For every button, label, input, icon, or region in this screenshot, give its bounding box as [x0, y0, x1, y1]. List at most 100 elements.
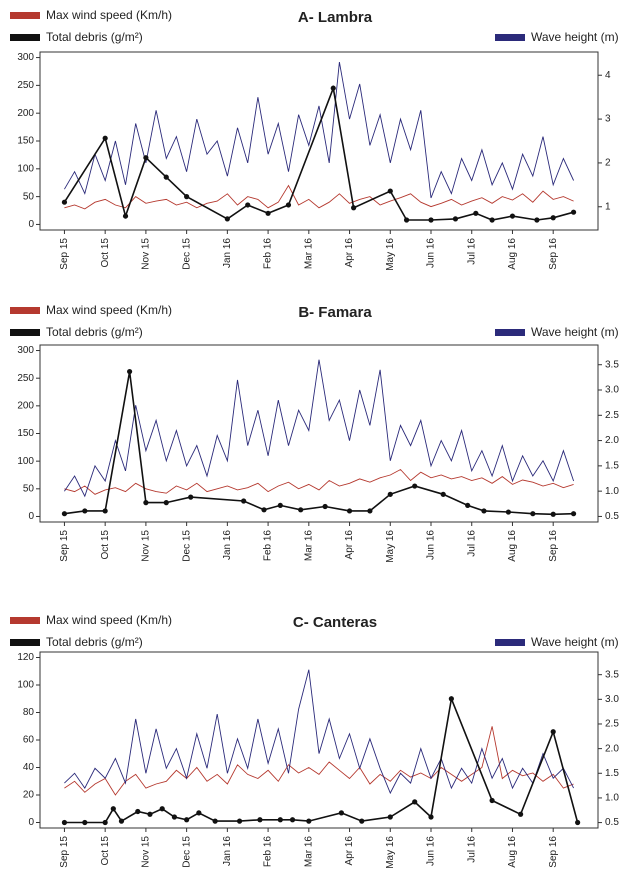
- x-tick-label: Jul 16: [466, 836, 477, 863]
- y-tick-label: 100: [17, 456, 34, 467]
- data-point: [351, 205, 357, 211]
- chart-title: B- Famara: [298, 304, 372, 321]
- legend-label: Wave height (m): [531, 325, 619, 339]
- x-tick-label: Aug 16: [507, 530, 518, 562]
- data-point: [550, 215, 556, 221]
- data-point: [509, 213, 516, 219]
- legend-label: Wave height (m): [531, 635, 619, 649]
- y-tick-label: 100: [17, 680, 34, 691]
- data-point: [322, 503, 328, 510]
- data-point: [163, 174, 169, 180]
- x-tick-label: Sep 16: [548, 238, 559, 270]
- x-tick-label: Oct 15: [100, 238, 111, 268]
- data-point: [61, 511, 68, 517]
- x-tick-label: Aug 16: [507, 238, 518, 270]
- data-point: [285, 202, 292, 208]
- x-tick-label: Apr 16: [344, 836, 355, 866]
- data-point: [428, 217, 434, 223]
- x-tick-label: Oct 15: [100, 836, 111, 866]
- x-tick-label: Aug 16: [507, 836, 518, 868]
- y2-tick-label: 0.5: [605, 817, 619, 828]
- y-tick-label: 0: [28, 219, 34, 230]
- y-tick-label: 20: [23, 790, 35, 801]
- data-point: [440, 491, 446, 497]
- data-point: [403, 217, 410, 223]
- legend-label: Total debris (g/m²): [46, 325, 143, 339]
- y2-tick-label: 2.5: [605, 719, 619, 730]
- data-point: [518, 811, 524, 817]
- data-point: [184, 194, 190, 200]
- legend-swatch: [495, 34, 525, 41]
- legend-swatch: [10, 34, 40, 41]
- data-point: [102, 508, 108, 514]
- chart-title: C- Canteras: [293, 614, 377, 631]
- y-tick-label: 200: [17, 108, 34, 119]
- x-tick-label: Sep 15: [59, 238, 70, 270]
- series-line: [64, 695, 579, 824]
- data-point: [346, 508, 353, 514]
- y-tick-label: 250: [17, 373, 34, 384]
- data-point: [196, 810, 202, 816]
- x-tick-label: Sep 16: [548, 530, 559, 562]
- data-point: [118, 818, 125, 824]
- data-point: [481, 508, 487, 514]
- data-point: [412, 799, 418, 805]
- data-point: [505, 509, 511, 515]
- y-tick-label: 50: [23, 191, 35, 202]
- data-point: [277, 817, 283, 823]
- x-tick-label: Nov 15: [141, 836, 152, 868]
- data-point: [61, 819, 68, 826]
- legend-swatch: [10, 329, 40, 336]
- series-line: [64, 669, 575, 795]
- data-point: [102, 819, 108, 826]
- series-line: [64, 62, 575, 199]
- x-tick-label: Apr 16: [344, 238, 355, 268]
- data-point: [135, 808, 141, 815]
- data-point: [534, 217, 540, 223]
- legend-label: Total debris (g/m²): [46, 30, 143, 44]
- data-point: [188, 494, 194, 500]
- series-line: [64, 726, 574, 796]
- legend-swatch: [10, 639, 40, 646]
- y-tick-label: 250: [17, 80, 34, 91]
- x-tick-label: Sep 15: [59, 530, 70, 562]
- legend-label: Max wind speed (Km/h): [46, 8, 172, 22]
- data-point: [550, 729, 556, 735]
- y-tick-label: 0: [28, 817, 34, 828]
- y-tick-label: 300: [17, 345, 34, 356]
- data-point: [473, 210, 479, 216]
- data-point: [257, 817, 263, 823]
- data-point: [224, 216, 230, 222]
- data-point: [110, 806, 116, 812]
- data-point: [277, 502, 283, 509]
- data-point: [298, 507, 304, 513]
- legend-swatch: [10, 617, 40, 624]
- plot-frame: [39, 344, 599, 523]
- x-tick-label: Feb 16: [263, 836, 274, 868]
- legend-swatch: [10, 307, 40, 314]
- y2-tick-label: 2.5: [605, 410, 619, 421]
- y2-tick-label: 4: [605, 70, 611, 81]
- data-point: [570, 209, 577, 215]
- data-point: [448, 696, 454, 702]
- data-point: [82, 819, 88, 826]
- data-point: [550, 511, 556, 517]
- data-point: [306, 818, 312, 824]
- y2-tick-label: 1.0: [605, 793, 619, 804]
- data-point: [489, 217, 495, 223]
- data-point: [387, 491, 393, 497]
- y2-tick-label: 3.5: [605, 359, 619, 370]
- y-tick-label: 200: [17, 400, 34, 411]
- data-point: [102, 135, 108, 141]
- x-tick-label: Oct 15: [100, 530, 111, 560]
- data-point: [245, 202, 251, 208]
- data-point: [265, 210, 271, 216]
- x-tick-label: Jun 16: [426, 836, 437, 866]
- plot-frame: [39, 51, 599, 231]
- y2-tick-label: 2.0: [605, 743, 619, 754]
- y-tick-label: 60: [23, 735, 35, 746]
- x-tick-label: Nov 15: [141, 238, 152, 270]
- x-tick-label: Jan 16: [222, 530, 233, 560]
- data-point: [143, 155, 149, 161]
